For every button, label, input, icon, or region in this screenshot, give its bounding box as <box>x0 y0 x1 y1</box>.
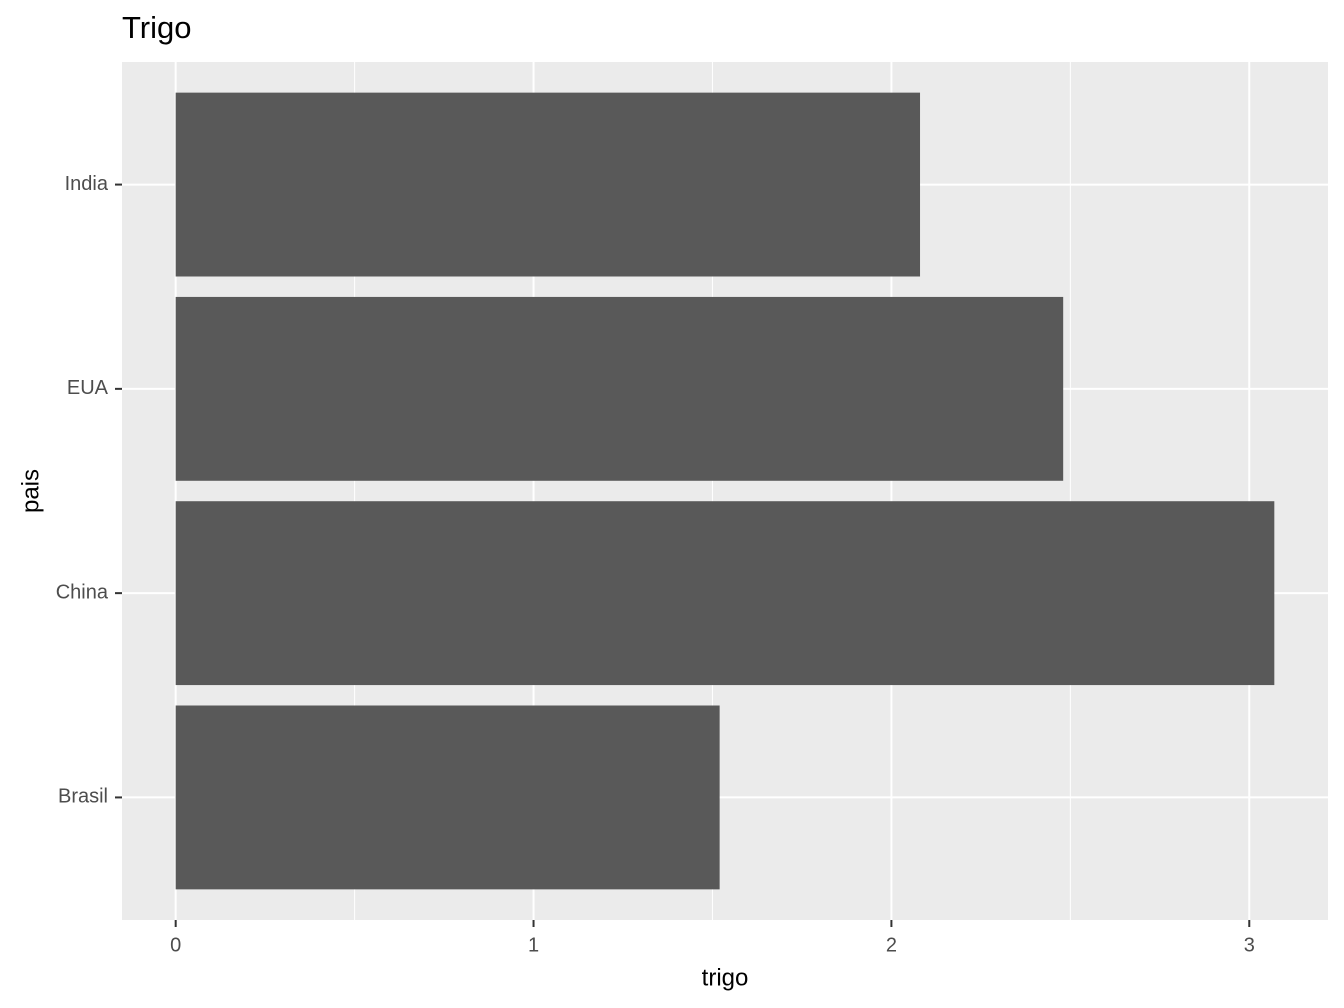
x-tick-label: 0 <box>170 934 181 956</box>
y-tick-label: India <box>65 173 109 195</box>
x-tick-label: 1 <box>528 934 539 956</box>
y-tick-label: Brasil <box>58 786 108 808</box>
x-axis-title: trigo <box>702 964 749 991</box>
x-tick-label: 3 <box>1244 934 1255 956</box>
x-tick-label: 2 <box>886 934 897 956</box>
y-tick-label: China <box>56 581 109 603</box>
bar <box>175 705 720 890</box>
bar <box>175 92 921 277</box>
y-axis-title: pais <box>17 469 44 513</box>
chart-title: Trigo <box>122 10 191 45</box>
bar <box>175 296 1064 481</box>
bar <box>175 501 1275 686</box>
y-tick-label: EUA <box>67 377 109 399</box>
